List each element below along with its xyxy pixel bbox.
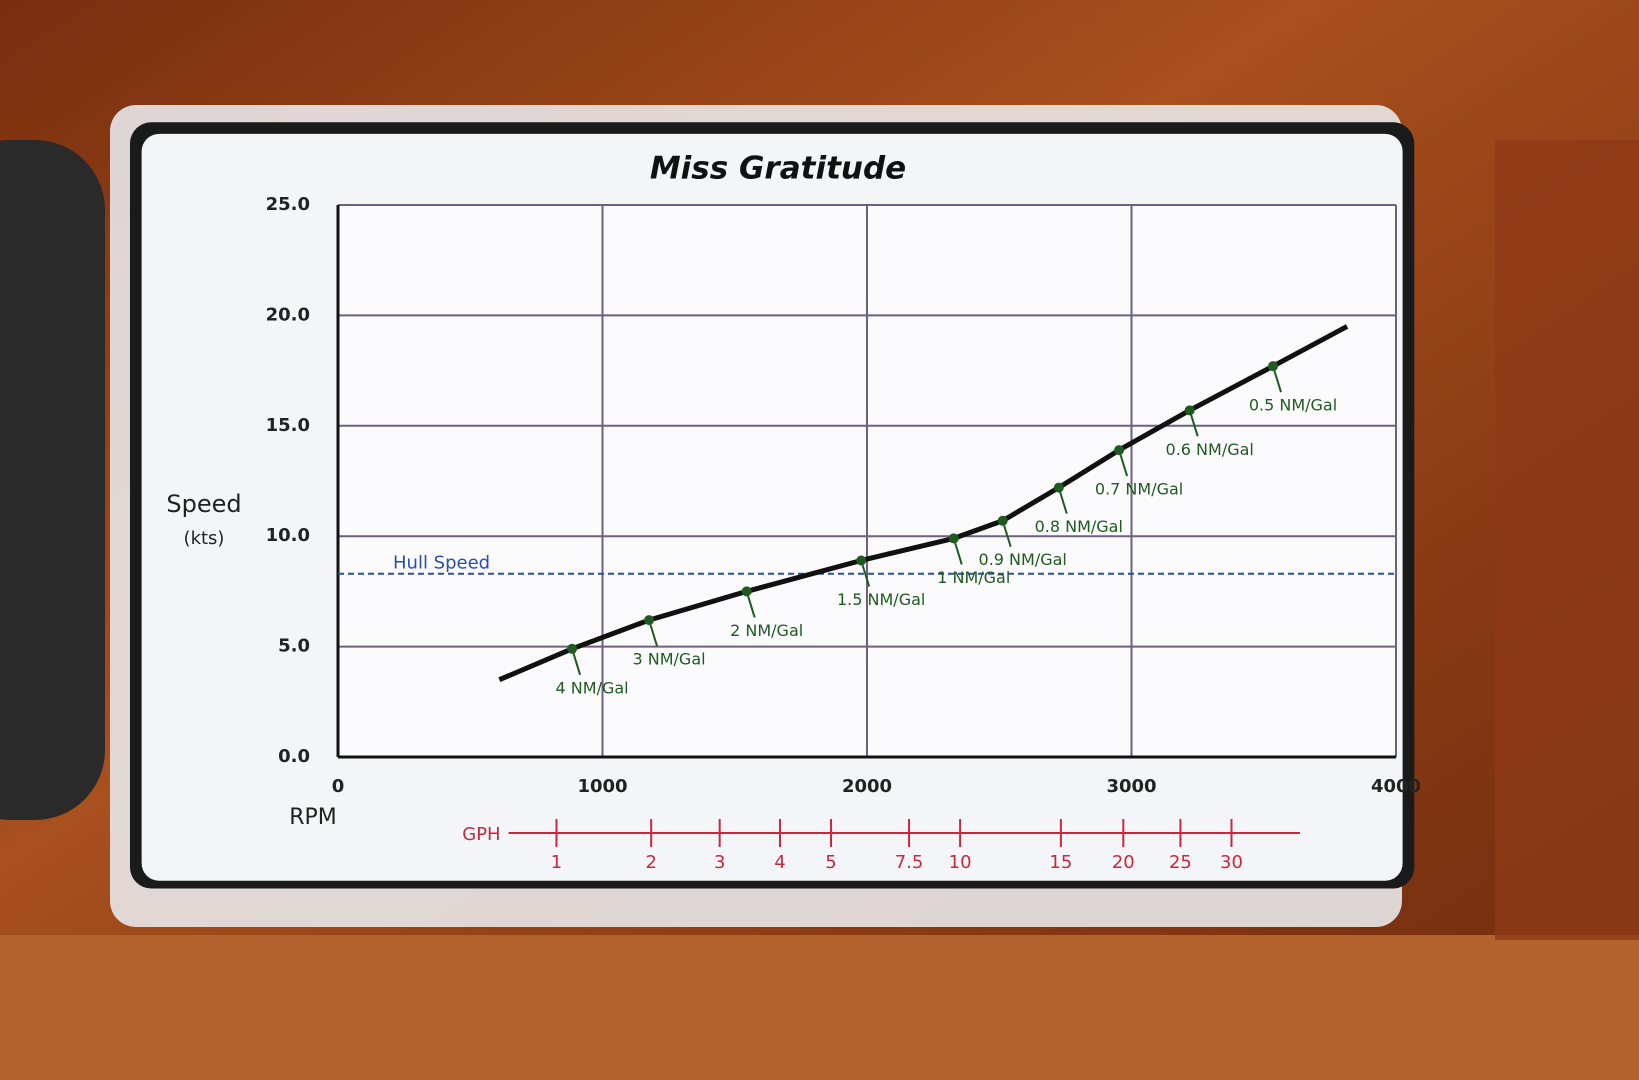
point-marker [997, 515, 1008, 526]
gph-tick-label: 15 [1049, 852, 1072, 873]
wood-ledge [0, 935, 1639, 1080]
gph-tick-label: 10 [949, 852, 972, 873]
speed-line [498, 324, 1349, 683]
gph-tick-label: 30 [1220, 852, 1243, 873]
point-label: 1.5 NM/Gal [837, 590, 925, 609]
point-marker [741, 586, 752, 597]
point-marker [1184, 405, 1195, 416]
gph-tick-label: 5 [825, 852, 836, 873]
gph-tick-label: 20 [1112, 852, 1135, 873]
plot: 0.0 5.0 10.0 15.0 20.0 25.0 0 1000 2000 3000 4000 H… [266, 194, 1421, 873]
point-label: 4 NM/Gal [556, 678, 629, 697]
y-tick-label: 5.0 [278, 636, 310, 657]
gph-tick-label: 1 [551, 852, 562, 873]
gph-axis-label: GPH [462, 824, 500, 845]
point-label: 0.7 NM/Gal [1095, 480, 1183, 499]
y-tick-label: 0.0 [278, 746, 310, 767]
y-tick-label: 20.0 [266, 304, 310, 325]
y-axis-label: Speed [166, 490, 241, 518]
x-tick-label: 2000 [842, 776, 892, 797]
hull-speed-label: Hull Speed [393, 553, 490, 574]
y-tick-label: 25.0 [266, 194, 310, 215]
x-axis-label: RPM [289, 805, 337, 830]
point-label: 1 NM/Gal [937, 568, 1010, 587]
gph-tick-label: 25 [1169, 852, 1192, 873]
point-marker [1053, 482, 1064, 493]
point-marker [856, 555, 867, 566]
point-label: 0.5 NM/Gal [1249, 396, 1337, 415]
x-tick-label: 0 [332, 776, 345, 797]
gph-tick-label: 7.5 [895, 852, 924, 873]
point-label: 0.6 NM/Gal [1166, 440, 1254, 459]
point-marker [948, 533, 959, 544]
gph-tick-label: 2 [645, 852, 656, 873]
x-tick-label: 4000 [1371, 776, 1421, 797]
gph-tick-label: 3 [714, 852, 725, 873]
x-tick-label: 1000 [577, 776, 627, 797]
wood-panel [1495, 140, 1639, 940]
y-tick-label: 10.0 [266, 525, 310, 546]
point-label: 0.8 NM/Gal [1035, 517, 1123, 536]
point-label: 0.9 NM/Gal [979, 550, 1067, 569]
point-marker [1268, 361, 1279, 372]
point-label: 2 NM/Gal [730, 621, 803, 640]
gph-tick-label: 4 [774, 852, 785, 873]
y-tick-label: 15.0 [266, 415, 310, 436]
point-marker [1114, 445, 1125, 456]
dark-knob [0, 140, 105, 820]
point-marker [644, 615, 655, 626]
chart-title: Miss Gratitude [650, 151, 906, 187]
point-marker [567, 643, 578, 654]
x-tick-label: 3000 [1106, 776, 1156, 797]
y-axis-unit: (kts) [184, 528, 225, 549]
point-label: 3 NM/Gal [633, 650, 706, 669]
